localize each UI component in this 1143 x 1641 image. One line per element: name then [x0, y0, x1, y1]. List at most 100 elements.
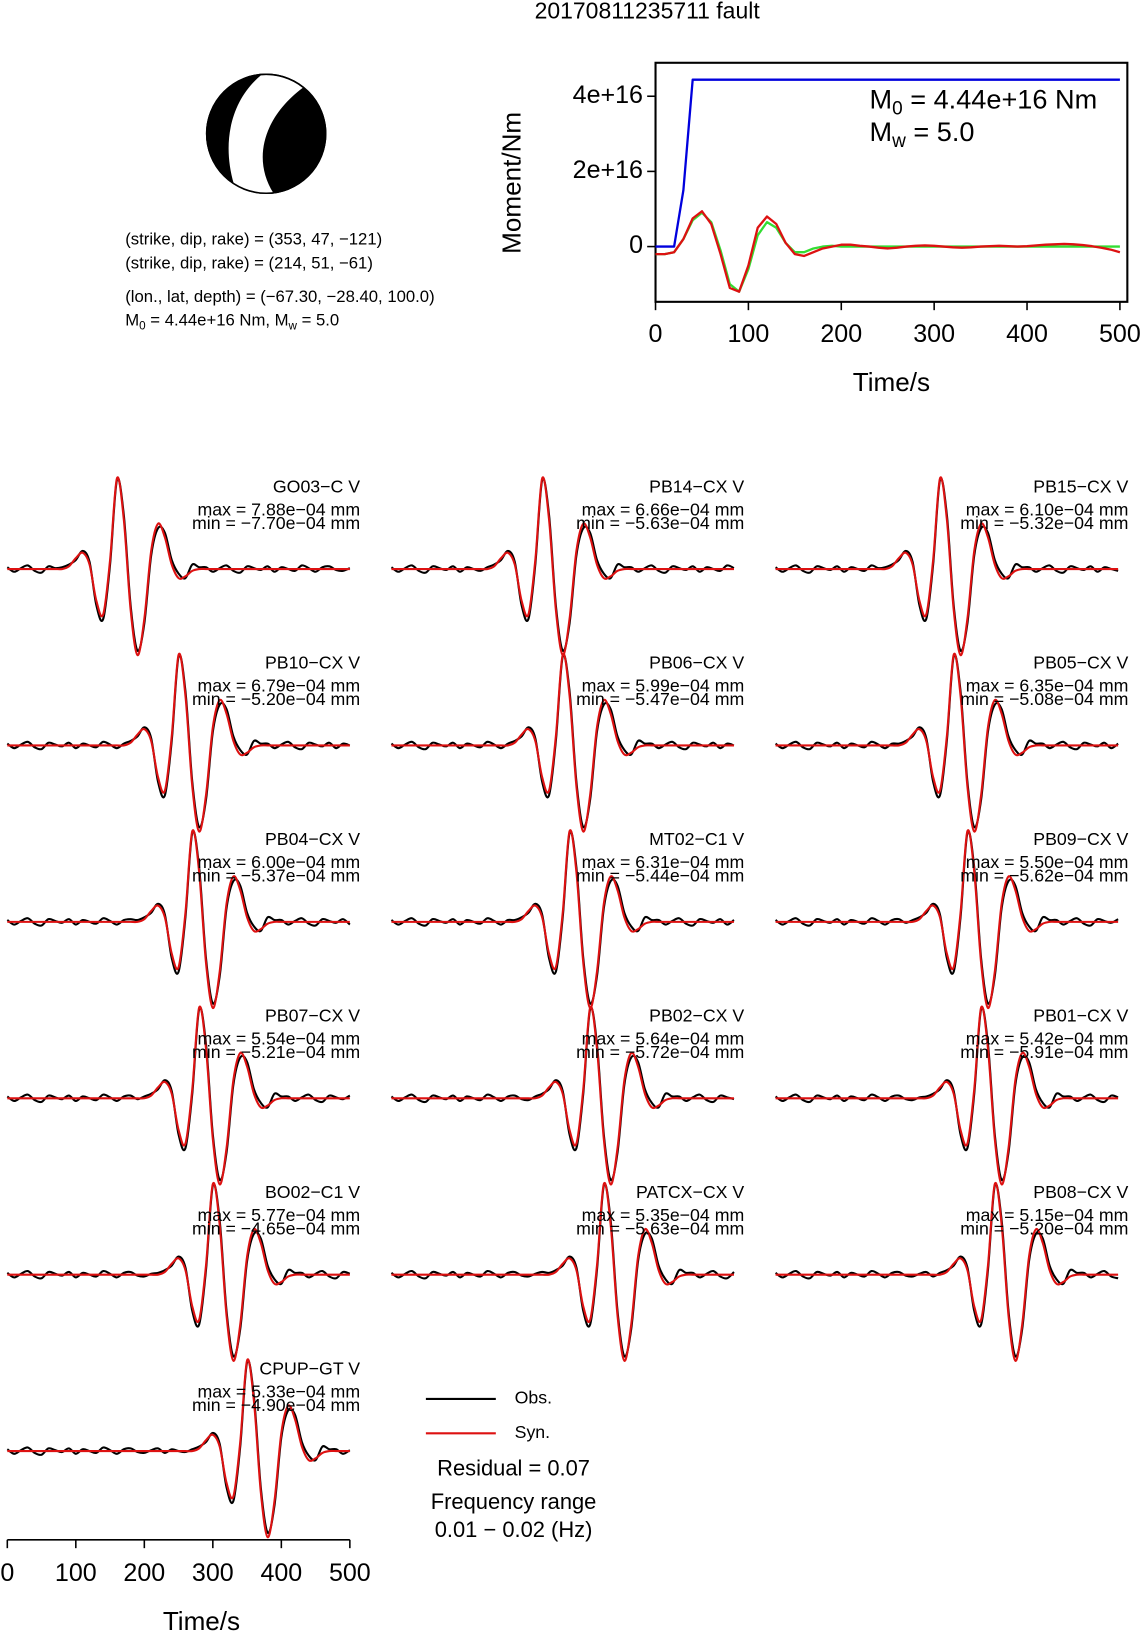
min-label: min = −7.70e−04 mm [192, 513, 360, 533]
min-label: min = −5.62e−04 mm [960, 866, 1128, 886]
max-label: max = 6.31e−04 mm [582, 852, 745, 872]
station-label: PB15−CX V [1033, 476, 1128, 496]
min-label: min = −4.65e−04 mm [192, 1218, 360, 1238]
max-label: max = 5.54e−04 mm [197, 1029, 360, 1049]
synthetic-trace [775, 652, 1119, 833]
figure-title: 20170811235711 fault [535, 0, 761, 24]
max-label: max = 6.66e−04 mm [582, 499, 745, 519]
y-tick-label: 2e+16 [573, 156, 643, 184]
station-label: PB05−CX V [1033, 653, 1128, 673]
x-tick-label: 100 [55, 1559, 97, 1587]
y-tick-label: 0 [629, 231, 643, 259]
frequency-title: Frequency range [431, 1489, 597, 1514]
synthetic-trace [7, 1005, 350, 1186]
min-label: min = −5.91e−04 mm [960, 1042, 1128, 1062]
min-label: min = −5.20e−04 mm [960, 1218, 1128, 1238]
synthetic-trace [775, 1005, 1119, 1186]
text-part: = 5.0 [906, 116, 975, 147]
max-label: max = 6.10e−04 mm [966, 499, 1129, 519]
station-label: PB06−CX V [649, 653, 744, 673]
x-tick-label: 200 [820, 320, 862, 348]
info-line: (lon., lat, depth) = (−67.30, −28.40, 10… [125, 287, 434, 306]
info-line: M0 = 4.44e+16 Nm, Mw = 5.0 [125, 311, 339, 333]
synthetic-trace [391, 829, 734, 1010]
station-label: PB08−CX V [1033, 1182, 1128, 1202]
x-tick-label: 0 [649, 320, 663, 348]
text-part: = 4.44e+16 Nm [903, 84, 1098, 115]
station-label: PB07−CX V [265, 1006, 360, 1026]
synthetic-trace [391, 1181, 734, 1362]
synthetic-trace [7, 652, 350, 833]
max-label: max = 5.50e−04 mm [966, 852, 1129, 872]
moment-series [655, 78, 1120, 248]
text-part: = 5.0 [297, 311, 339, 330]
beachball-outline [205, 73, 327, 195]
max-label: max = 5.64e−04 mm [582, 1029, 745, 1049]
max-label: max = 5.15e−04 mm [966, 1205, 1129, 1225]
synthetic-trace [7, 1181, 350, 1362]
min-label: min = −5.37e−04 mm [192, 866, 360, 886]
max-label: max = 5.42e−04 mm [966, 1029, 1129, 1049]
station-label: PB04−CX V [265, 829, 360, 849]
station-label: MT02−C1 V [649, 829, 744, 849]
text-part: M [870, 84, 893, 115]
x-axis-label: Time/s [163, 1606, 240, 1636]
text-part: 0 [139, 320, 146, 333]
x-tick-label: 100 [728, 320, 770, 348]
moment-series [655, 211, 1120, 293]
min-label: min = −5.08e−04 mm [960, 689, 1128, 709]
station-label: PB10−CX V [265, 653, 360, 673]
moment-plot-frame [654, 61, 1129, 303]
station-label: BO02−C1 V [265, 1182, 360, 1202]
x-tick-label: 500 [329, 1559, 371, 1587]
max-label: max = 6.79e−04 mm [197, 676, 360, 696]
synthetic-trace [7, 1358, 350, 1539]
x-tick-label: 400 [1006, 320, 1048, 348]
synthetic-trace [7, 476, 350, 657]
min-label: min = −5.20e−04 mm [192, 689, 360, 709]
x-tick-label: 200 [123, 1559, 165, 1587]
legend-label: Obs. [515, 1388, 552, 1408]
synthetic-trace [775, 476, 1119, 657]
moment-series [655, 210, 1121, 293]
min-label: min = −5.63e−04 mm [576, 513, 744, 533]
text-part: = 4.44e+16 Nm, M [146, 311, 289, 330]
beachball [205, 73, 327, 195]
moment-annotation: M0 = 4.44e+16 Nm [870, 84, 1098, 120]
min-label: min = −5.63e−04 mm [576, 1218, 744, 1238]
info-line: (strike, dip, rake) = (214, 51, −61) [125, 254, 373, 273]
synthetic-trace [391, 652, 734, 833]
max-label: max = 5.99e−04 mm [582, 676, 745, 696]
moment-annotation: Mw = 5.0 [870, 116, 975, 152]
x-axis-label: Time/s [853, 367, 930, 397]
observed-trace [6, 477, 351, 653]
x-tick-label: 0 [0, 1559, 14, 1587]
max-label: max = 6.35e−04 mm [966, 676, 1129, 696]
station-label: PB01−CX V [1033, 1006, 1128, 1026]
synthetic-trace [7, 829, 350, 1010]
text-part: 0 [892, 99, 903, 120]
synthetic-trace [775, 829, 1119, 1010]
y-axis-label: Moment/Nm [496, 112, 526, 254]
residual: Residual = 0.07 [437, 1456, 590, 1481]
station-label: PB02−CX V [649, 1006, 744, 1026]
min-label: min = −5.32e−04 mm [960, 513, 1128, 533]
station-label: CPUP−GT V [259, 1358, 360, 1378]
station-label: PATCX−CX V [636, 1182, 744, 1202]
station-label: PB09−CX V [1033, 829, 1128, 849]
synthetic-trace [775, 1181, 1119, 1362]
max-label: max = 6.00e−04 mm [197, 852, 360, 872]
min-label: min = −4.90e−04 mm [192, 1395, 360, 1415]
max-label: max = 5.33e−04 mm [197, 1381, 360, 1401]
max-label: max = 5.77e−04 mm [197, 1205, 360, 1225]
min-label: min = −5.72e−04 mm [576, 1042, 744, 1062]
synthetic-trace [391, 1005, 734, 1186]
x-tick-label: 300 [913, 320, 955, 348]
min-label: min = −5.21e−04 mm [192, 1042, 360, 1062]
max-label: max = 5.35e−04 mm [582, 1205, 745, 1225]
text-part: M [870, 116, 893, 147]
text-part: M [125, 311, 139, 330]
min-label: min = −5.44e−04 mm [576, 866, 744, 886]
